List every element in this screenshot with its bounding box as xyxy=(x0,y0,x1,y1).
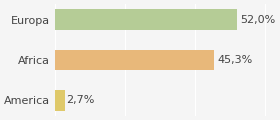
Text: 52,0%: 52,0% xyxy=(241,15,276,25)
Bar xyxy=(55,9,237,30)
Bar xyxy=(55,50,214,70)
Text: 2,7%: 2,7% xyxy=(66,95,95,105)
Bar xyxy=(55,90,65,111)
Text: 45,3%: 45,3% xyxy=(217,55,252,65)
